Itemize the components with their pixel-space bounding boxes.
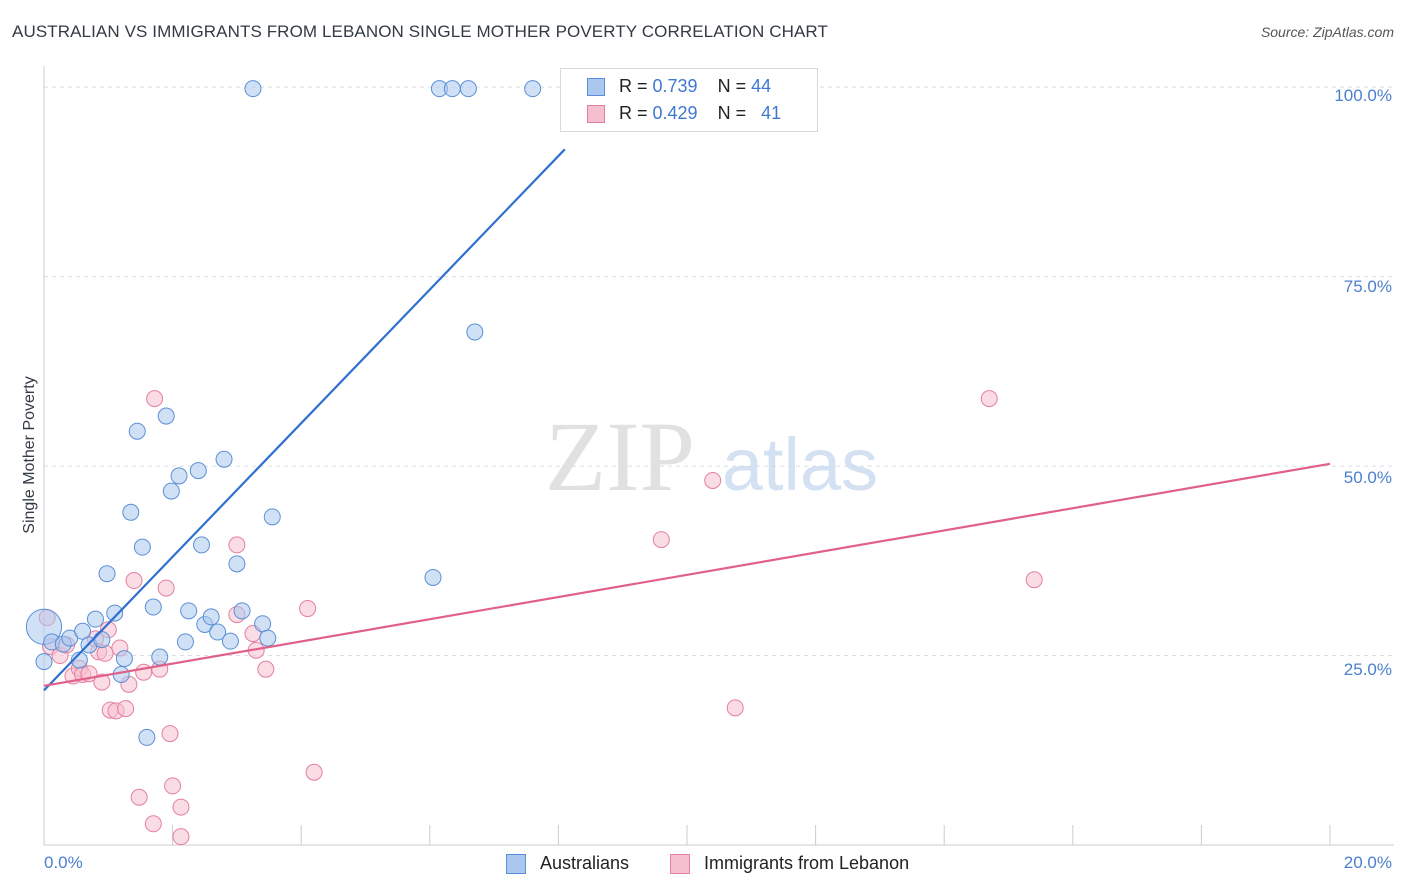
bottom-legend-label: Immigrants from Lebanon <box>704 853 910 873</box>
lebanon-point <box>1025 571 1043 589</box>
legend-r-label: R = <box>619 103 653 123</box>
y-axis-label: Single Mother Poverty <box>21 376 38 534</box>
australians-point <box>151 648 169 666</box>
lebanon-point <box>157 579 175 597</box>
australians-point <box>244 80 262 98</box>
lebanon-point <box>172 798 190 816</box>
australians-point <box>424 568 442 586</box>
watermark: ZIP atlas <box>545 401 878 512</box>
lebanon-point <box>164 777 182 795</box>
x-tick-label-max: 20.0% <box>1343 853 1392 872</box>
australians-point <box>138 728 156 746</box>
australians-point <box>93 631 111 649</box>
y-tick-label: 100.0% <box>1334 86 1392 105</box>
lebanon-point <box>726 699 744 717</box>
legend-r-value: 0.739 <box>652 76 698 96</box>
correlation-legend: R = 0.739 N = 44 R = 0.429 N = 41 <box>560 68 818 132</box>
legend-r-value: 0.429 <box>652 103 698 123</box>
legend-n-label: N = <box>717 103 752 123</box>
australians-point <box>106 604 124 622</box>
lebanon-point <box>161 725 179 743</box>
lebanon-trend-line <box>43 462 1331 687</box>
australians-point <box>128 422 146 440</box>
legend-n-value: 41 <box>761 103 782 123</box>
legend-r-label: R = <box>619 76 653 96</box>
australians-point <box>202 608 220 626</box>
x-tick-label-min: 0.0% <box>44 853 83 872</box>
watermark-zip: ZIP <box>545 401 695 512</box>
y-tick-label: 50.0% <box>1343 468 1392 487</box>
lebanon-point <box>125 572 143 590</box>
australians-point <box>162 482 180 500</box>
lebanon-point <box>130 788 148 806</box>
lebanon-point <box>172 828 190 846</box>
australians-point <box>459 80 477 98</box>
australians-point <box>259 629 277 647</box>
trend-lines <box>43 148 1331 692</box>
australians-point <box>74 622 92 640</box>
legend-swatch-blue <box>587 78 605 96</box>
chart-title: AUSTRALIAN VS IMMIGRANTS FROM LEBANON SI… <box>12 22 828 41</box>
australians-point <box>209 623 227 641</box>
australians-point <box>524 80 542 98</box>
australians-point <box>157 407 175 425</box>
lebanon-point <box>704 471 722 489</box>
lebanon-point <box>228 536 246 554</box>
lebanon-point <box>117 700 135 718</box>
australians-point <box>189 462 207 480</box>
legend-swatch-pink <box>587 105 605 123</box>
legend-swatch-blue <box>506 854 526 874</box>
australians-point <box>122 503 140 521</box>
australians-point <box>466 323 484 341</box>
lebanon-point <box>305 763 323 781</box>
australians-point <box>176 633 194 651</box>
australians-point <box>35 653 53 671</box>
australians-point <box>98 565 116 583</box>
australians-point <box>115 650 133 668</box>
lebanon-point <box>980 390 998 408</box>
watermark-atlas: atlas <box>722 423 878 506</box>
lebanon-point <box>93 673 111 691</box>
lebanon-point <box>652 531 670 549</box>
legend-n-value: 44 <box>751 76 772 96</box>
y-tick-label: 25.0% <box>1343 660 1392 679</box>
australians-point <box>254 615 272 633</box>
legend-n-label: N = <box>717 76 752 96</box>
australians-point <box>180 602 198 620</box>
australians-point <box>443 80 461 98</box>
australians-trend-line <box>43 148 566 692</box>
australians-point <box>233 602 251 620</box>
lebanon-point <box>144 815 162 833</box>
series-australians-points <box>25 80 542 746</box>
bottom-legend-label: Australians <box>540 853 630 873</box>
australians-point <box>193 536 211 554</box>
australians-point <box>228 555 246 573</box>
lebanon-point <box>146 390 164 408</box>
australians-point <box>144 598 162 616</box>
y-tick-label: 75.0% <box>1343 277 1392 296</box>
axes <box>43 66 1394 846</box>
australians-point <box>215 450 233 468</box>
australians-point <box>133 538 151 556</box>
australians-point <box>263 508 281 526</box>
australians-point <box>86 610 104 628</box>
legend-swatch-pink <box>670 854 690 874</box>
lebanon-point <box>257 660 275 678</box>
lebanon-point <box>299 600 317 618</box>
australians-point <box>170 467 188 485</box>
australians-point <box>221 632 239 650</box>
source-credit: Source: ZipAtlas.com <box>1260 24 1394 40</box>
